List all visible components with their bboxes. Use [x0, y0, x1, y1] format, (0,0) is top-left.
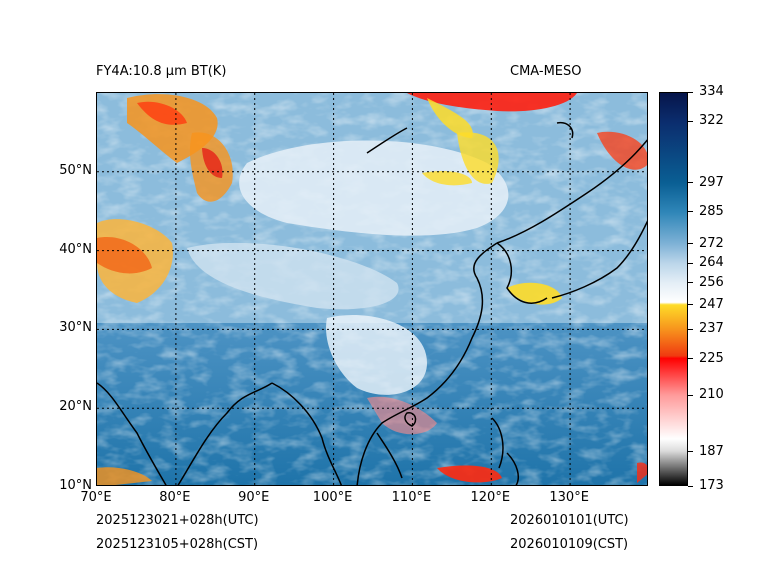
- y-tick-label: 40°N: [59, 241, 92, 257]
- y-tick-label: 50°N: [59, 162, 92, 178]
- y-tick-label: 30°N: [59, 320, 92, 336]
- colorbar-tick-mark: [688, 485, 693, 487]
- colorbar-tick-label: 322: [699, 113, 724, 129]
- cloud-band-south: [326, 315, 427, 395]
- colorbar-tick-label: 247: [699, 296, 724, 312]
- colorbar-tick-label: 256: [699, 274, 724, 290]
- graticule: [97, 93, 647, 485]
- colorbar-tick-label: 297: [699, 174, 724, 190]
- x-tick-label: 120°E: [470, 490, 511, 505]
- cloud-patch-mongolia: [457, 132, 499, 184]
- cloud-patch-korea: [507, 282, 562, 305]
- coastline-korea: [496, 242, 548, 304]
- valid-time-utc: 2026010101(UTC): [510, 513, 629, 528]
- cold-land-region: [239, 140, 509, 236]
- colorbar: [659, 92, 688, 486]
- init-time-cst: 2025123105+028h(CST): [96, 537, 259, 552]
- x-tick-label: 80°E: [159, 490, 191, 505]
- y-tick-label: 20°N: [59, 399, 92, 415]
- cloud-patch-mongolia-2: [422, 171, 472, 186]
- colorbar-tick-label: 237: [699, 321, 724, 337]
- cloud-patch-nw-core: [137, 101, 187, 125]
- colorbar-tick-label: 334: [699, 84, 724, 99]
- x-tick-label: 100°E: [312, 490, 353, 505]
- x-tick-label: 90°E: [238, 490, 270, 505]
- y-tick-label: 10°N: [59, 478, 92, 493]
- coastline-india-east: [177, 382, 273, 485]
- cloud-patch-west-core: [97, 237, 152, 274]
- coastline-russia-east: [496, 139, 647, 244]
- colorbar-tick-mark: [688, 394, 693, 396]
- init-time-utc: 2025123021+028h(UTC): [96, 513, 259, 528]
- cloud-patch-northeast: [597, 131, 647, 170]
- coastline-myanmar: [271, 382, 343, 485]
- plateau-region: [187, 242, 399, 310]
- x-tick-label: 70°E: [80, 490, 112, 505]
- coastline-india-west: [97, 382, 167, 485]
- x-tick-label: 130°E: [549, 490, 589, 505]
- colorbar-tick-mark: [688, 262, 693, 264]
- model-label: CMA-MESO: [510, 64, 582, 79]
- colorbar-tick-label: 225: [699, 350, 724, 366]
- cloud-patch-south-china-sea: [367, 396, 437, 435]
- colorbar-tick-label: 210: [699, 387, 724, 403]
- colorbar-tick-mark: [688, 211, 693, 213]
- coastline-baikal: [366, 127, 408, 154]
- colorbar-tick-label: 264: [699, 255, 724, 271]
- cloud-patch-north-yellow: [427, 98, 473, 138]
- colorbar-tick-mark: [688, 182, 693, 184]
- coastline-philippines: [491, 417, 519, 485]
- colorbar-tick-mark: [688, 243, 693, 245]
- colorbar-tick-label: 187: [699, 443, 724, 459]
- cloud-patch-equatorial: [437, 465, 502, 483]
- colorbar-tick-mark: [688, 328, 693, 330]
- cloud-patch-sw: [97, 467, 152, 485]
- satellite-map: [96, 92, 648, 486]
- colorbar-tick-mark: [688, 91, 693, 93]
- x-tick-label: 110°E: [391, 490, 432, 505]
- cloud-patch-central-core: [202, 148, 223, 178]
- cloud-patch-se: [637, 462, 647, 483]
- colorbar-tick-mark: [688, 304, 693, 306]
- colorbar-tick-label: 173: [699, 478, 724, 493]
- coastline-lake: [556, 121, 574, 139]
- cloud-patch-north: [407, 93, 577, 112]
- colorbar-tick-mark: [688, 282, 693, 284]
- valid-time-cst: 2026010109(CST): [510, 537, 629, 552]
- map-svg: [97, 93, 647, 485]
- coastline-japan: [551, 220, 647, 299]
- colorbar-tick-label: 272: [699, 235, 724, 251]
- colorbar-tick-mark: [688, 451, 693, 453]
- coastline-china: [356, 242, 498, 485]
- colorbar-tick-label: 285: [699, 203, 724, 219]
- colorbar-tick-mark: [688, 120, 693, 122]
- coastline-vietnam: [376, 432, 403, 479]
- colorbar-tick-mark: [688, 358, 693, 360]
- map-title: FY4A:10.8 μm BT(K): [96, 64, 227, 79]
